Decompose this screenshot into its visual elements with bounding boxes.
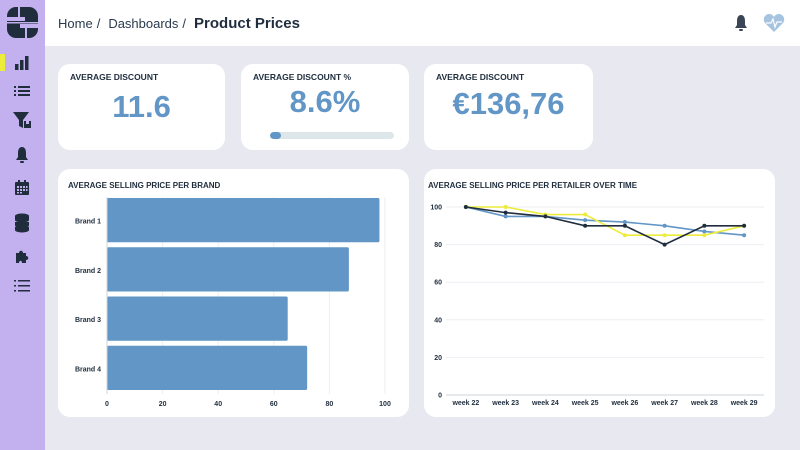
y-tick-label: 20 [434,355,442,362]
data-point [463,205,468,209]
top-bar: Home / Dashboards / Product Prices [45,0,800,46]
bell-icon[interactable] [732,14,750,32]
x-tick-label: week 22 [451,400,479,407]
data-point [503,210,508,215]
breadcrumb-dashboards[interactable]: Dashboards [108,16,179,31]
kpi-title: AVERAGE DISCOUNT % [253,72,352,82]
filter-icon[interactable] [12,110,32,130]
data-point [583,212,588,217]
breadcrumb-home[interactable]: Home [58,16,93,31]
brand-price-chart-card: AVERAGE SELLING PRICE PER BRAND 0 20 40 60 8… [58,169,409,417]
data-point [622,220,627,225]
calendar-icon[interactable] [12,178,32,198]
kpi-value: 8.6% [289,84,361,119]
data-point [503,214,508,219]
chart-title: AVERAGE SELLING PRICE PER BRAND [68,181,221,190]
data-point [543,214,548,219]
kpi-title: AVERAGE DISCOUNT [436,72,525,82]
x-tick-label: week 26 [610,400,638,407]
y-tick-label: 100 [430,205,442,212]
discount-progress-bar [270,132,394,139]
data-point [622,233,627,238]
bell-icon[interactable] [12,145,32,165]
kpi-value: 11.6 [112,89,171,124]
category-label: Brand 1 [75,219,101,226]
line-chart: 0 20 40 60 80 100 week 22 week 23 week 24 week 25… [430,205,764,407]
x-tick-label: week 28 [690,400,718,407]
y-tick-label: 80 [434,242,442,249]
x-tick-label: 100 [379,401,391,408]
y-tick-label: 0 [438,393,442,400]
series-line [465,206,745,236]
x-tick-label: week 24 [531,400,559,407]
bar [107,296,288,341]
bar-chart: 0 20 40 60 80 100 Brand 1 Brand 2 Brand 3 Brand 4 [75,197,391,408]
data-point [622,223,627,228]
series-line [465,206,745,236]
sidebar [0,0,45,450]
checklist-icon[interactable] [12,276,32,296]
bar-chart-icon[interactable] [12,53,32,73]
x-tick-label: week 27 [650,400,678,407]
breadcrumb-separator: / [96,16,101,31]
x-tick-label: week 23 [491,400,519,407]
y-tick-label: 60 [434,280,442,287]
logo-icon[interactable] [5,5,40,40]
breadcrumb: Home / Dashboards / Product Prices [58,15,300,32]
series-line [465,206,745,246]
chart-title: AVERAGE SELLING PRICE PER RETAILER OVER … [428,181,638,190]
bar [107,198,380,243]
x-tick-label: 40 [214,401,222,408]
x-tick-label: week 25 [571,400,599,407]
page-title: Product Prices [194,15,300,32]
data-point [503,205,508,209]
y-tick-label: 40 [434,317,442,324]
kpi-title: AVERAGE DISCOUNT [70,72,159,82]
data-point [583,223,588,228]
data-point [662,242,667,247]
data-point [742,223,747,228]
kpi-card-average-discount: AVERAGE DISCOUNT 11.6 [58,64,225,150]
data-point [583,218,588,223]
x-tick-label: 20 [159,401,167,408]
category-label: Brand 4 [75,366,101,373]
data-point [702,229,707,234]
data-point [702,223,707,228]
x-tick-label: 80 [326,401,334,408]
bar [107,345,308,390]
active-indicator [0,54,5,71]
kpi-card-average-discount-percent: AVERAGE DISCOUNT % 8.6% [241,64,409,150]
data-point [662,223,667,228]
data-point [662,233,667,238]
x-tick-label: 0 [105,401,109,408]
breadcrumb-separator: / [182,16,187,31]
data-point [702,233,707,238]
category-label: Brand 2 [75,268,101,275]
x-tick-label: week 29 [730,400,758,407]
puzzle-icon[interactable] [12,247,32,267]
database-icon[interactable] [12,213,32,233]
progress-fill [270,132,281,139]
kpi-value: €136,76 [452,86,565,121]
category-label: Brand 3 [75,317,101,324]
retailer-price-chart-card: AVERAGE SELLING PRICE PER RETAILER OVER … [424,169,775,417]
x-tick-label: 60 [270,401,278,408]
bar [107,247,349,292]
data-point [742,233,747,238]
heart-pulse-icon[interactable] [763,13,785,33]
list-icon[interactable] [12,81,32,101]
kpi-card-average-discount-euro: AVERAGE DISCOUNT €136,76 [424,64,593,150]
